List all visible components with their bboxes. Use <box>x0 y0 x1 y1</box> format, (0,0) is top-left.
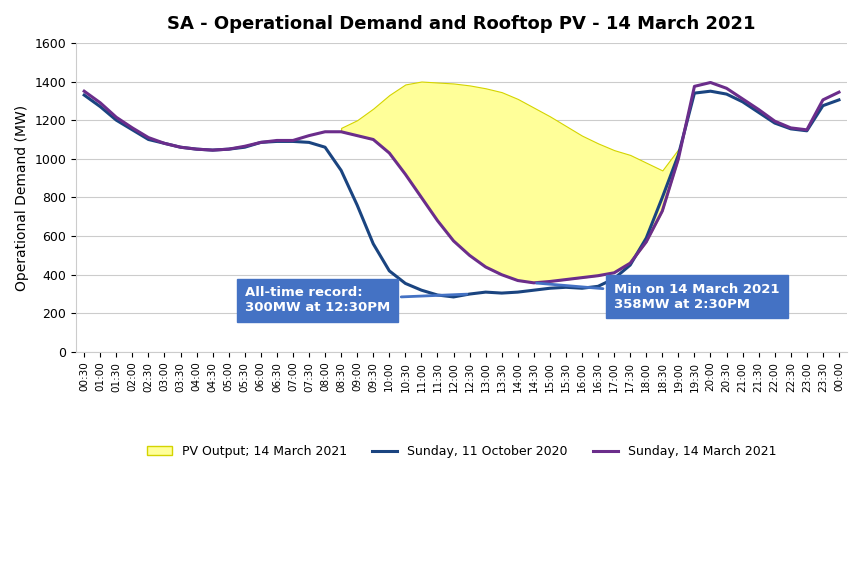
Text: All-time record:
300MW at 12:30PM: All-time record: 300MW at 12:30PM <box>245 286 467 315</box>
Legend: PV Output; 14 March 2021, Sunday, 11 October 2020, Sunday, 14 March 2021: PV Output; 14 March 2021, Sunday, 11 Oct… <box>142 440 780 463</box>
Title: SA - Operational Demand and Rooftop PV - 14 March 2021: SA - Operational Demand and Rooftop PV -… <box>167 15 755 33</box>
Y-axis label: Operational Demand (MW): Operational Demand (MW) <box>15 105 29 290</box>
Text: Min on 14 March 2021
358MW at 2:30PM: Min on 14 March 2021 358MW at 2:30PM <box>536 282 778 310</box>
